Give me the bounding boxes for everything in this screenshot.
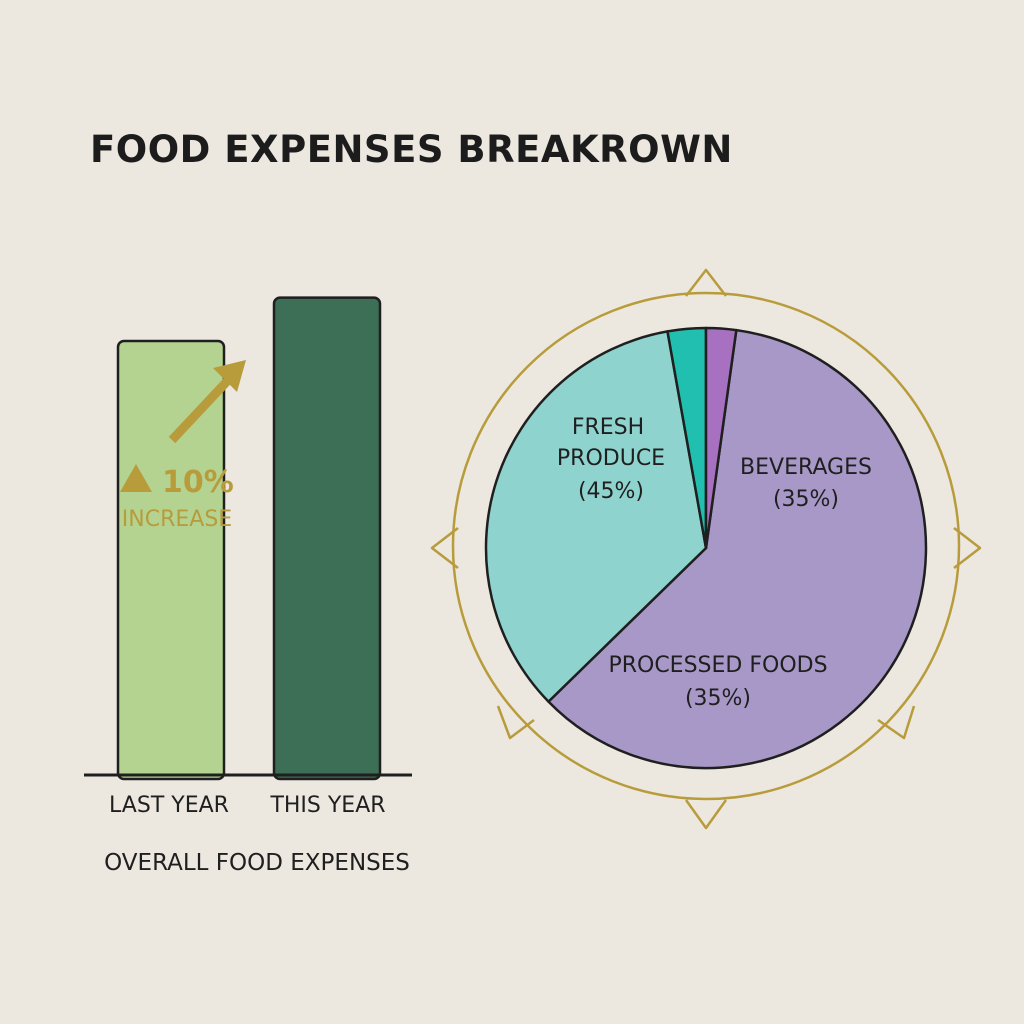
bar-this-year	[272, 296, 382, 781]
increase-label: INCREASE	[122, 507, 232, 532]
slice-pct-processed-foods: (35%)	[685, 686, 751, 711]
triangle-up-icon	[120, 464, 152, 492]
slice-label-fresh-produce-line2: PRODUCE	[557, 446, 665, 471]
bar-chart-xlabel: OVERALL FOOD EXPENSES	[104, 850, 410, 876]
bar-last-year	[116, 339, 226, 781]
compass-marker-icons	[430, 268, 982, 830]
category-label-last-year: LAST YEAR	[109, 793, 229, 818]
slice-pct-fresh-produce: (45%)	[578, 479, 644, 504]
increase-percent: 10%	[162, 465, 234, 500]
pie-slice-fresh-produce	[484, 330, 708, 703]
page-title: FOOD EXPENSES BREAKROWN	[90, 128, 733, 171]
pie-chart: FRESH PRODUCE (45%) BEVERAGES (35%) PROC…	[430, 268, 982, 830]
pie-slice-unlabeled-3	[704, 326, 738, 550]
bar-chart: LAST YEAR THIS YEAR OVERALL FOOD EXPENSE…	[84, 296, 412, 876]
increase-arrow-icon	[168, 360, 246, 444]
pie-slice-processed-foods	[547, 328, 928, 770]
pie-frame-ring	[451, 291, 961, 801]
overlay-pct-beverages: (35%)	[773, 487, 839, 512]
category-label-this-year: THIS YEAR	[269, 793, 385, 818]
slice-label-processed-foods: PROCESSED FOODS	[608, 653, 827, 678]
overlay-label-beverages: BEVERAGES	[740, 455, 872, 480]
slice-label-fresh-produce-line1: FRESH	[572, 415, 644, 440]
